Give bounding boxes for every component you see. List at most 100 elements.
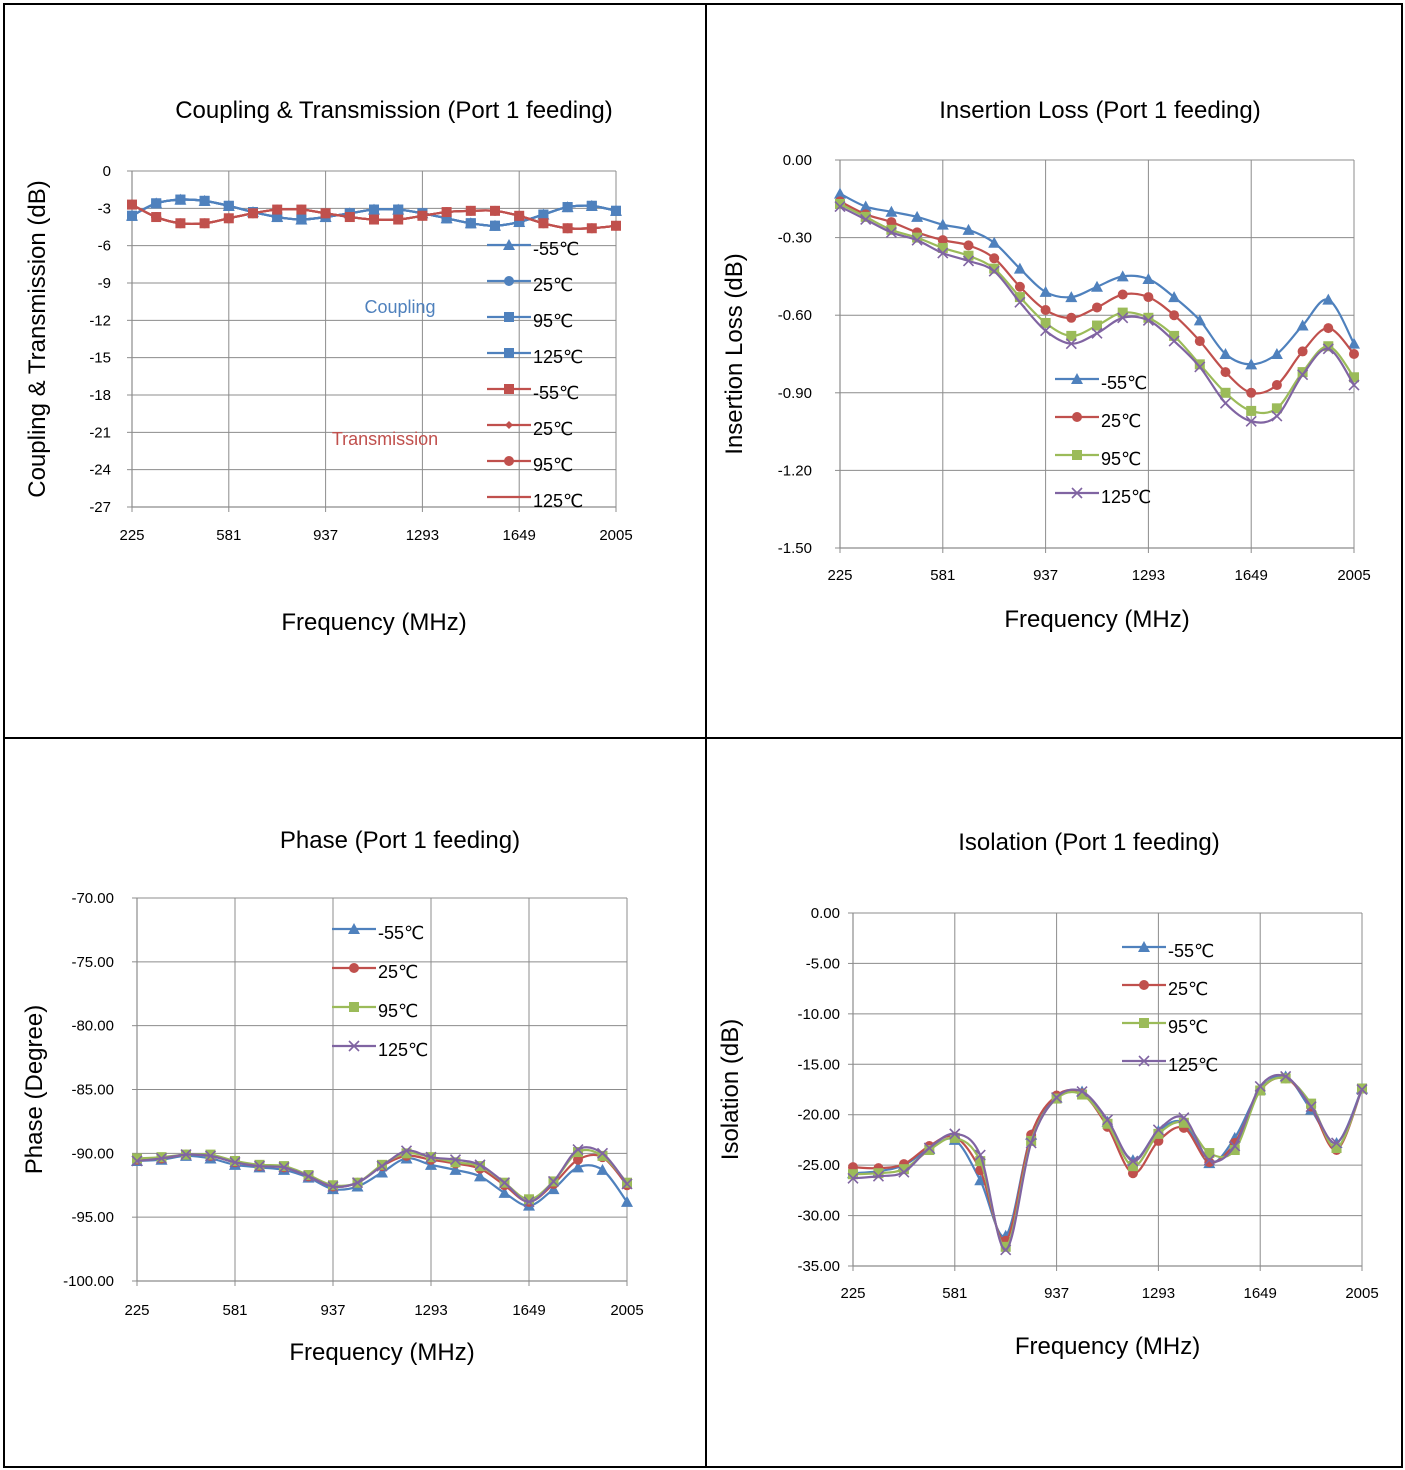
legend-entry [487,276,531,286]
marker-triangle [988,237,1000,248]
marker-square [296,215,306,225]
marker-triangle [597,1164,609,1175]
y-tick-label: -18 [89,387,111,404]
y-axis-label: Insertion Loss (dB) [721,253,748,454]
legend-entry [332,1002,376,1012]
marker-square [504,348,514,358]
marker-circle [1118,290,1128,300]
x-tick-label: 225 [840,1285,865,1302]
marker-square [175,195,185,205]
legend-label: 125℃ [533,491,583,511]
series-line [853,1075,1362,1236]
marker-circle [1195,336,1205,346]
annotation-label: Coupling [364,297,435,317]
y-tick-label: 0 [103,163,111,180]
legend-entry [332,923,376,934]
series-group [834,188,1360,370]
marker-circle [964,240,974,250]
legend-entry [1122,941,1166,952]
legend-entry [1055,373,1099,384]
x-tick-label: 1293 [1132,567,1165,584]
y-axis-label: Phase (Degree) [21,1005,48,1174]
marker-square [127,211,137,221]
marker-square [200,196,210,206]
series-group [848,1071,1367,1254]
legend-label: 125℃ [378,1040,428,1060]
legend-label: 95℃ [378,1001,418,1021]
y-tick-label: -25.00 [797,1157,840,1174]
marker-square [393,205,403,215]
marker-square [1221,388,1231,398]
x-tick-label: 581 [222,1302,247,1319]
marker-circle [504,456,514,466]
marker-circle [1272,380,1282,390]
series-group [848,1073,1367,1251]
legend-label: 25℃ [533,275,573,295]
x-tick-label: 937 [313,527,338,544]
x-tick-label: 1649 [1244,1285,1277,1302]
y-tick-label: 0.00 [811,905,840,922]
y-tick-label: -9 [98,275,111,292]
y-tick-label: -90.00 [71,1145,114,1162]
y-tick-label: -95.00 [71,1209,114,1226]
legend-entry [1055,450,1099,460]
marker-square [611,206,621,216]
y-tick-label: -0.90 [778,385,812,402]
y-tick-label: 0.00 [783,152,812,169]
x-tick-label: 581 [942,1285,967,1302]
marker-diamond [505,421,513,429]
chart-title: Coupling & Transmission (Port 1 feeding) [175,97,613,124]
marker-circle [1246,388,1256,398]
marker-circle [504,276,514,286]
y-tick-label: -80.00 [71,1018,114,1035]
series-group [835,196,1359,397]
marker-square [369,205,379,215]
marker-circle [1041,305,1051,315]
chart-title: Isolation (Port 1 feeding) [958,829,1219,856]
y-tick-label: -85.00 [71,1082,114,1099]
legend-label: 95℃ [1168,1017,1208,1037]
x-tick-label: 1293 [406,527,439,544]
legend-entry [487,348,531,358]
x-axis-label: Frequency (MHz) [1015,1333,1200,1360]
y-tick-label: -70.00 [71,890,114,907]
marker-square [1332,1143,1342,1153]
marker-square [538,210,548,220]
series-line [853,1078,1362,1247]
y-tick-label: -15.00 [797,1056,840,1073]
marker-x [1221,398,1231,408]
marker-square [1139,1018,1149,1028]
legend-entry [1122,1018,1166,1028]
legend-label: 95℃ [533,311,573,331]
marker-circle [1066,313,1076,323]
y-tick-label: -3 [98,200,111,217]
legend-entry [332,1041,376,1051]
marker-triangle [1091,281,1103,292]
x-tick-label: 225 [119,527,144,544]
legend-label: 95℃ [1101,449,1141,469]
marker-triangle [1040,286,1052,297]
y-tick-label: -5.00 [806,955,840,972]
marker-circle [1072,412,1082,422]
y-tick-label: -1.20 [778,462,812,479]
x-axis-label: Frequency (MHz) [289,1339,474,1366]
y-tick-label: -10.00 [797,1006,840,1023]
x-tick-label: 1649 [503,527,536,544]
y-axis-label: Coupling & Transmission (dB) [24,180,51,497]
legend-label: -55℃ [533,239,579,259]
legend-entry [332,963,376,973]
legend-label: 95℃ [533,455,573,475]
x-tick-label: 1293 [414,1302,447,1319]
legend-label: -55℃ [1168,941,1214,961]
legend-entry [1122,980,1166,990]
x-tick-label: 225 [827,567,852,584]
marker-circle [349,963,359,973]
y-tick-label: -75.00 [71,954,114,971]
marker-circle [1349,349,1359,359]
marker-square [490,221,500,231]
series-group [848,1073,1367,1245]
marker-circle [1143,292,1153,302]
x-tick-label: 2005 [1345,1285,1378,1302]
y-axis-label: Isolation (dB) [717,1019,744,1160]
